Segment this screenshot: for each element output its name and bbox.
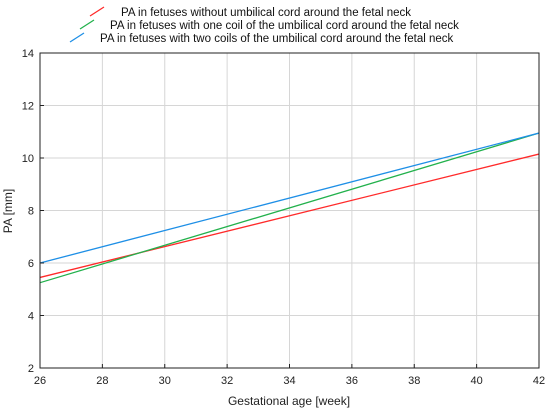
series-lines <box>39 132 540 284</box>
legend-label-2: PA in fetuses with one coil of the umbil… <box>110 20 459 32</box>
x-tick-label: 28 <box>96 375 108 387</box>
y-tick-label: 14 <box>22 48 34 60</box>
series-line-3 <box>39 132 540 264</box>
legend-label-3: PA in fetuses with two coils of the umbi… <box>100 33 454 45</box>
x-tick-label: 36 <box>346 375 358 387</box>
x-axis-label: Gestational age [week] <box>228 394 350 408</box>
legend-marker-1 <box>89 6 105 17</box>
y-tick-label: 6 <box>28 258 34 270</box>
x-tick-label: 42 <box>533 375 545 387</box>
legend: PA in fetuses without umbilical cord aro… <box>69 6 459 45</box>
y-tick-label: 4 <box>28 311 34 323</box>
x-tick-label: 40 <box>471 375 483 387</box>
y-axis-ticks: 2 4 6 8 10 12 14 <box>22 48 44 375</box>
legend-marker-3 <box>69 32 85 43</box>
legend-label-1: PA in fetuses without umbilical cord aro… <box>121 7 411 19</box>
y-axis-label: PA [mm] <box>1 189 15 233</box>
x-tick-label: 30 <box>159 375 171 387</box>
x-tick-label: 34 <box>283 375 295 387</box>
legend-marker-2 <box>79 19 95 30</box>
x-axis-ticks: 26 28 30 32 34 36 38 40 42 <box>34 364 545 387</box>
x-tick-label: 32 <box>221 375 233 387</box>
x-tick-label: 26 <box>34 375 46 387</box>
y-tick-label: 2 <box>28 363 34 375</box>
grid <box>40 53 539 368</box>
y-tick-label: 8 <box>28 206 34 218</box>
series-line-1 <box>39 153 540 279</box>
series-line-2 <box>39 132 540 284</box>
x-tick-label: 38 <box>408 375 420 387</box>
y-tick-label: 12 <box>22 101 34 113</box>
y-tick-label: 10 <box>22 153 34 165</box>
